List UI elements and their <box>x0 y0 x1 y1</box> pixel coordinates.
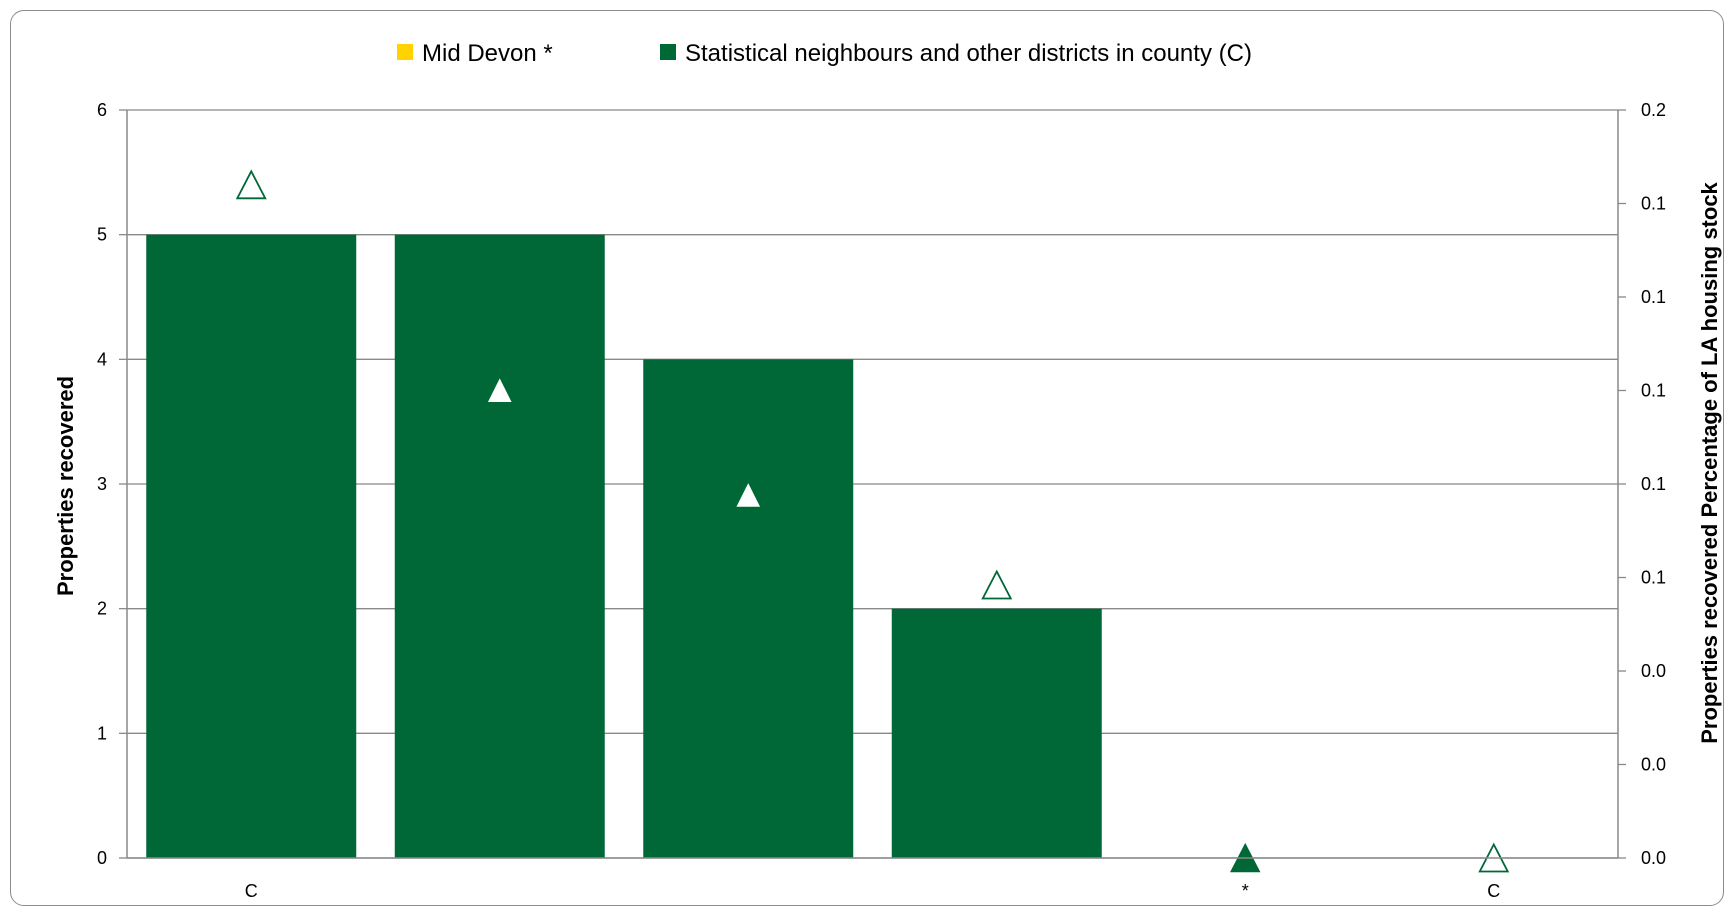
y-tick-label: 0 <box>97 848 107 868</box>
legend-label-statistical-neighbours: Statistical neighbours and other distric… <box>685 40 1252 67</box>
y2-tick-label: 0.0 <box>1641 848 1666 868</box>
y2-tick-label: 0.1 <box>1641 381 1666 401</box>
x-tick-label: C <box>245 881 258 901</box>
y-tick-label: 1 <box>97 723 107 743</box>
bar <box>891 608 1102 858</box>
x-tick-label: C <box>1487 881 1500 901</box>
y2-tick-label: 0.1 <box>1641 568 1666 588</box>
y2-tick-label: 0.0 <box>1641 755 1666 775</box>
y2-tick-label: 0.1 <box>1641 474 1666 494</box>
marker-triangle <box>487 378 512 402</box>
y2-tick-label: 0.1 <box>1641 287 1666 307</box>
y-tick-label: 3 <box>97 474 107 494</box>
y-tick-label: 6 <box>97 100 107 120</box>
y-tick-label: 2 <box>97 599 107 619</box>
y-axis-title: Properties recovered <box>53 376 78 596</box>
marker-triangle <box>981 569 1013 600</box>
y2-tick-label: 0.1 <box>1641 194 1666 214</box>
bar <box>146 234 357 858</box>
bar <box>643 359 854 858</box>
axes-layer: 0 1 2 3 4 5 6 0.0 0.0 0.0 0.1 0.1 0.1 0.1 0.1 0.2 C * C <box>97 100 1666 901</box>
marker-triangle <box>235 169 267 200</box>
bars-layer <box>146 234 1102 858</box>
y-tick-label: 4 <box>97 349 107 369</box>
legend: Mid Devon * Statistical neighbours and o… <box>397 40 1252 67</box>
legend-swatch-statistical-neighbours <box>660 44 676 60</box>
legend-label-mid-devon: Mid Devon * <box>422 40 553 67</box>
y-tick-label: 5 <box>97 225 107 245</box>
y2-tick-label: 0.0 <box>1641 661 1666 681</box>
bar <box>394 234 605 858</box>
y2-axis-title: Properties recovered Percentage of LA ho… <box>1697 181 1722 743</box>
legend-swatch-mid-devon <box>397 44 413 60</box>
y2-tick-label: 0.2 <box>1641 100 1666 120</box>
x-tick-label: * <box>1242 881 1249 901</box>
marker-triangle <box>736 483 761 507</box>
